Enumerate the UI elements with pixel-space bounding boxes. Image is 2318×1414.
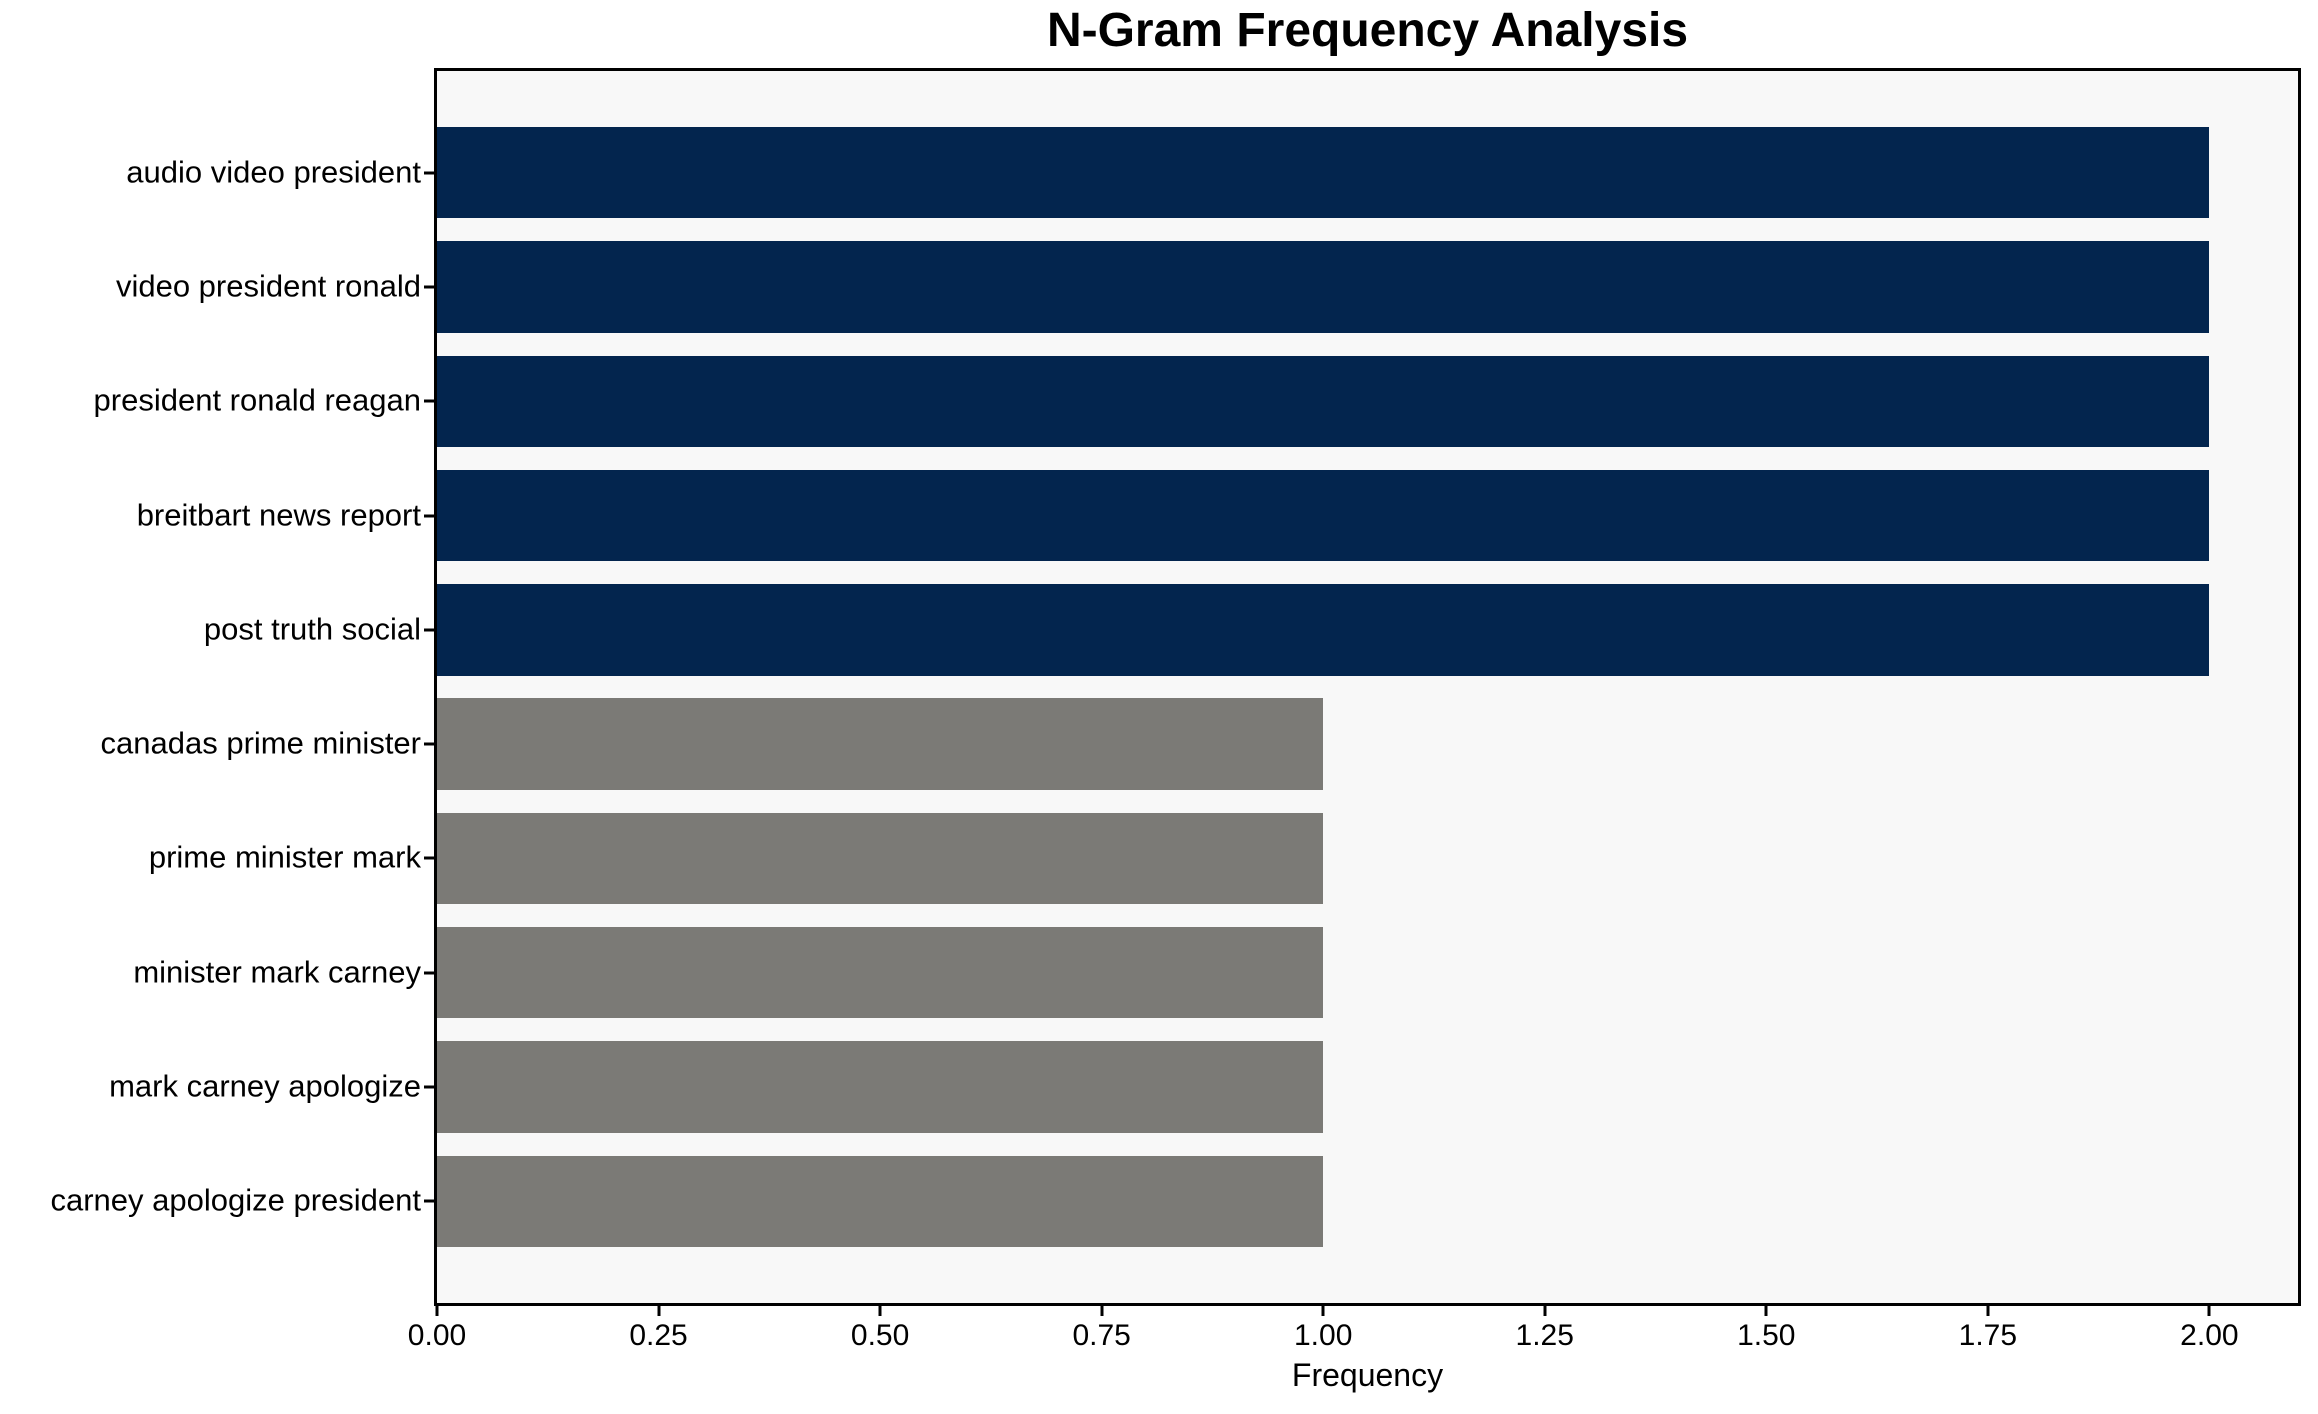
bar-president-ronald-reagan	[437, 355, 2210, 447]
chart-title: N-Gram Frequency Analysis	[1046, 4, 1689, 57]
x-tick-label: 0.75	[1072, 1319, 1131, 1352]
x-tick-mark	[657, 1306, 661, 1316]
y-tick-mark	[424, 971, 434, 975]
bar-carney-apologize-president	[437, 1155, 1324, 1247]
bar-mark-carney-apologize	[437, 1041, 1324, 1133]
bar-prime-minister-mark	[437, 812, 1324, 905]
y-tick-label: video president ronald	[115, 268, 421, 304]
y-tick-mark	[424, 514, 434, 518]
y-tick-label: carney apologize president	[50, 1182, 421, 1218]
x-tick-mark	[2207, 1306, 2211, 1316]
x-tick-label: 0.25	[629, 1319, 688, 1352]
x-tick-label: 0.50	[850, 1319, 910, 1352]
x-tick-label: 1.00	[1293, 1319, 1353, 1352]
x-tick-label: 1.75	[1958, 1319, 2018, 1352]
x-axis-label: Frequency	[1291, 1357, 1444, 1393]
bar-audio-video-president	[437, 127, 2210, 219]
y-tick-label: post truth social	[203, 611, 421, 647]
x-tick-mark	[1543, 1306, 1547, 1316]
bar-post-truth-social	[437, 584, 2210, 676]
y-tick-label: audio video president	[126, 153, 421, 189]
y-tick-mark	[424, 399, 434, 403]
bar-breitbart-news-report	[437, 469, 2210, 562]
x-tick-mark	[1986, 1306, 1990, 1316]
y-tick-label: mark carney apologize	[109, 1068, 421, 1104]
bar-video-president-ronald	[437, 241, 2210, 333]
x-tick-mark	[878, 1306, 882, 1316]
y-tick-mark	[424, 171, 434, 175]
y-tick-label: canadas prime minister	[100, 725, 421, 761]
x-tick-mark	[1764, 1306, 1768, 1316]
x-tick-label: 1.50	[1737, 1319, 1796, 1352]
x-tick-label: 0.00	[407, 1319, 467, 1352]
x-tick-label: 1.25	[1515, 1319, 1574, 1352]
bar-canadas-prime-minister	[437, 698, 1324, 790]
y-tick-mark	[424, 742, 434, 746]
x-tick-mark	[1321, 1306, 1325, 1316]
x-tick-mark	[435, 1306, 439, 1316]
x-tick-mark	[1100, 1306, 1104, 1316]
y-tick-label: breitbart news report	[136, 496, 421, 532]
bar-minister-mark-carney	[437, 927, 1324, 1019]
y-tick-mark	[424, 1085, 434, 1089]
plot-area	[434, 68, 2301, 1306]
x-tick-label: 2.00	[2180, 1319, 2239, 1352]
y-tick-mark	[424, 628, 434, 632]
y-tick-label: prime minister mark	[148, 839, 421, 875]
y-tick-label: minister mark carney	[133, 953, 421, 989]
bars-container	[437, 71, 2298, 1303]
y-tick-mark	[424, 856, 434, 860]
y-tick-mark	[424, 285, 434, 289]
y-tick-label: president ronald reagan	[93, 382, 421, 418]
y-tick-mark	[424, 1199, 434, 1203]
